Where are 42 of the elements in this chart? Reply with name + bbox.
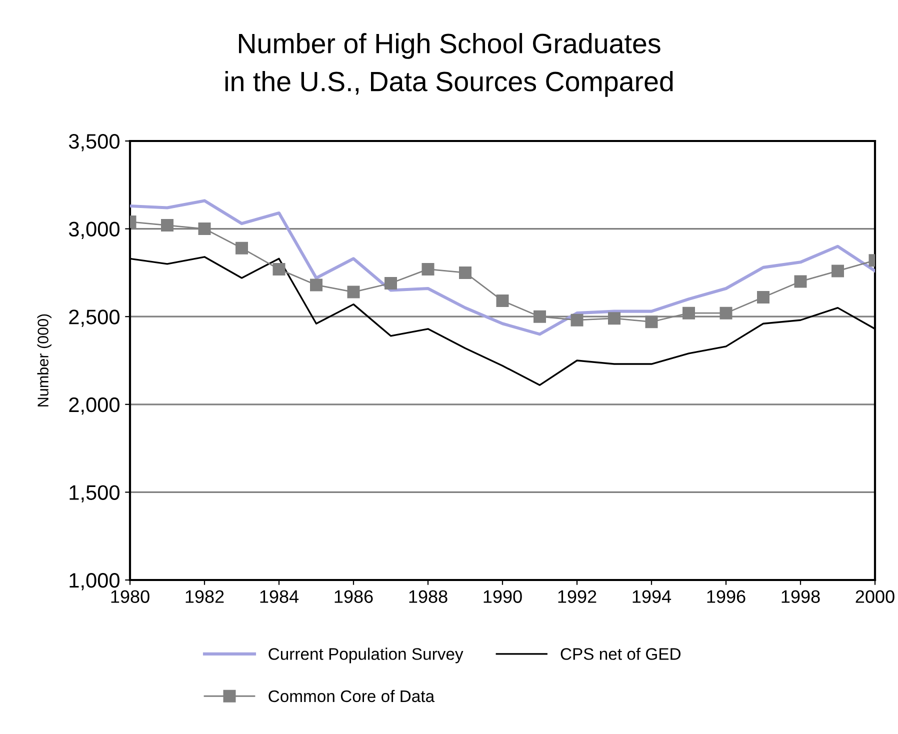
point	[720, 306, 732, 320]
x-tick-label: 1986	[334, 590, 373, 603]
y-tick-label: 1,500	[70, 485, 120, 502]
point	[496, 294, 509, 308]
x-tick-label: 1984	[260, 590, 299, 603]
point	[534, 310, 546, 323]
x-tick-label: 1980	[111, 590, 150, 603]
point	[384, 276, 397, 290]
point	[347, 286, 360, 298]
point	[645, 316, 658, 328]
x-tick-label: 1998	[782, 590, 820, 603]
point	[832, 264, 844, 278]
legend-label: CPS net of GED	[560, 648, 681, 660]
point	[422, 262, 434, 276]
point	[198, 222, 211, 236]
y-tick-label: 1,000	[70, 573, 120, 590]
point	[236, 242, 248, 254]
point	[161, 219, 174, 232]
y-tick-label: 3,000	[68, 222, 120, 240]
x-tick-label: 1990	[484, 590, 522, 603]
x-tick-label: 1992	[558, 590, 596, 603]
x-tick-label: 2000	[856, 590, 894, 603]
point	[794, 275, 807, 288]
y-tick-label: 2,500	[69, 310, 120, 327]
point	[310, 278, 322, 292]
point	[682, 306, 695, 320]
x-tick-label: 1988	[409, 590, 448, 603]
y-tick-label: 2,000	[69, 397, 120, 415]
y-tick-label: 3,500	[68, 134, 120, 152]
point	[757, 291, 770, 304]
point	[459, 266, 472, 279]
point	[272, 262, 286, 276]
legend-label: Common Core of Data	[268, 690, 435, 702]
point	[570, 314, 584, 326]
point	[608, 312, 620, 325]
x-tick-label: 1982	[186, 590, 224, 603]
y-axis-title: Number (000)	[37, 314, 52, 406]
x-tick-label: 1994	[632, 590, 672, 603]
x-tick-label: 1996	[707, 590, 746, 603]
legend-label: Current Population Survey	[268, 648, 464, 664]
chart-title: Number of High School Graduates in the U.S., Data Sources Compared	[225, 33, 673, 97]
line-series	[130, 199, 875, 336]
